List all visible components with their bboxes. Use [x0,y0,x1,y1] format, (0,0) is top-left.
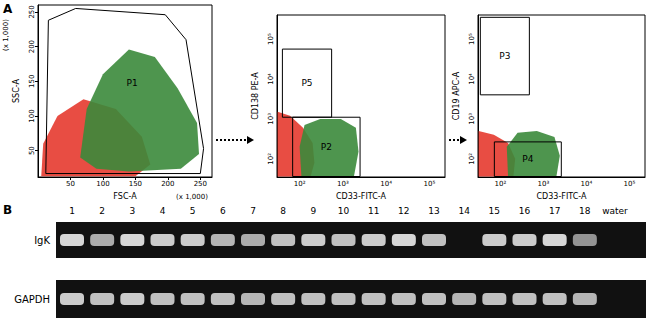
svg-text:3: 3 [129,206,135,216]
svg-text:10⁴: 10⁴ [581,180,593,188]
svg-text:10⁴: 10⁴ [380,180,392,188]
svg-text:(x 1,000): (x 1,000) [2,19,10,51]
svg-text:17: 17 [549,206,560,216]
svg-text:11: 11 [368,206,379,216]
svg-text:10⁵: 10⁵ [267,33,275,45]
svg-text:(x 1,000): (x 1,000) [176,193,208,201]
svg-text:CD138 PE-A: CD138 PE-A [251,72,260,120]
svg-text:P5: P5 [301,78,312,88]
svg-text:7: 7 [250,206,256,216]
svg-text:10: 10 [338,206,350,216]
svg-text:5: 5 [190,206,196,216]
svg-text:10⁵: 10⁵ [468,33,476,45]
svg-text:CD19 APC-A: CD19 APC-A [452,71,461,120]
svg-text:A: A [3,2,13,16]
svg-text:10⁴: 10⁴ [468,73,476,85]
svg-text:FSC-A: FSC-A [113,192,137,201]
svg-text:CD33-FITC-A: CD33-FITC-A [537,192,587,201]
svg-text:250: 250 [194,180,207,188]
svg-text:4: 4 [160,206,166,216]
svg-text:CD33-FITC-A: CD33-FITC-A [336,192,386,201]
svg-text:13: 13 [428,206,439,216]
svg-text:10⁴: 10⁴ [267,73,275,85]
svg-text:10³: 10³ [337,180,349,188]
svg-text:10³: 10³ [468,113,476,125]
svg-text:100: 100 [28,109,36,122]
svg-text:15: 15 [489,206,500,216]
svg-text:10²: 10² [468,153,476,165]
svg-text:50: 50 [66,180,75,188]
svg-text:100: 100 [96,180,109,188]
svg-text:150: 150 [28,75,36,88]
svg-text:14: 14 [458,206,470,216]
svg-text:water: water [602,206,628,216]
svg-text:200: 200 [28,40,36,53]
svg-text:250: 250 [28,5,36,18]
svg-text:10⁵: 10⁵ [423,180,435,188]
svg-text:B: B [3,203,12,217]
svg-text:SSC-A: SSC-A [12,79,21,103]
svg-text:P4: P4 [522,154,533,164]
svg-text:P2: P2 [321,142,332,152]
svg-text:10³: 10³ [538,180,550,188]
svg-text:18: 18 [579,206,591,216]
svg-text:12: 12 [398,206,409,216]
svg-text:IgK: IgK [34,235,50,246]
svg-text:10²: 10² [294,180,306,188]
svg-text:6: 6 [220,206,226,216]
svg-text:P1: P1 [127,78,138,88]
svg-text:P3: P3 [499,51,510,61]
svg-text:GAPDH: GAPDH [14,294,50,305]
svg-text:10²: 10² [267,153,275,165]
svg-text:10⁵: 10⁵ [624,180,636,188]
svg-text:10²: 10² [495,180,507,188]
svg-text:150: 150 [129,180,142,188]
svg-text:200: 200 [161,180,174,188]
svg-text:50: 50 [28,146,36,155]
svg-text:8: 8 [280,206,286,216]
svg-text:10³: 10³ [267,113,275,125]
svg-text:16: 16 [519,206,531,216]
svg-text:9: 9 [310,206,316,216]
svg-text:1: 1 [69,206,75,216]
svg-text:2: 2 [99,206,105,216]
